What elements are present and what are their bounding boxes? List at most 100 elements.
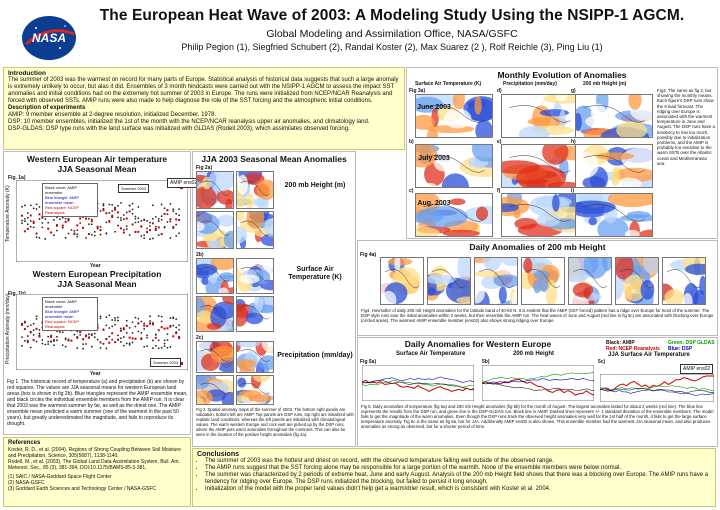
references-panel: References Koster, R. D., et al. (2004),…	[3, 437, 191, 507]
ensemble-point	[152, 339, 154, 342]
hovmuller-panel	[568, 257, 612, 305]
ncep-point	[96, 225, 99, 228]
summer-2003-tag-2: Summer 2003	[150, 358, 182, 367]
ncep-point	[35, 232, 38, 235]
ensemble-point	[32, 322, 35, 325]
reference-koster: Koster, R. D., et al. (2004), Regions of…	[8, 447, 181, 459]
fig-3h-label: h)	[571, 139, 576, 145]
ensemble-point	[35, 315, 38, 318]
ensemble-point	[128, 343, 131, 346]
ensemble-point	[96, 227, 99, 230]
map-2a-2	[236, 171, 274, 209]
ensemble-point	[79, 222, 82, 224]
ncep-point	[149, 229, 151, 232]
ensemble-point	[64, 217, 67, 220]
ensemble-point	[120, 219, 122, 222]
ensemble-point	[114, 230, 116, 233]
ensemble-point	[105, 232, 108, 235]
ensemble-point	[169, 202, 172, 205]
ncep-point	[23, 328, 26, 331]
ensemble-point	[29, 225, 32, 228]
ensemble-point	[53, 219, 55, 221]
ensemble-point	[160, 346, 163, 349]
ncep-point	[102, 209, 105, 212]
ensemble-point	[175, 326, 178, 329]
ncep-point	[64, 220, 67, 223]
ensemble-point	[108, 314, 111, 317]
conclusions-list: The summer of 2003 was the hottest and d…	[205, 458, 711, 493]
ncep-point	[143, 324, 146, 327]
ncep-point	[32, 220, 35, 223]
affiliation-3: (3) Goddard Earth Sciences and Technolog…	[8, 486, 157, 492]
temperature-legend: Black circle: AMIP ensemble Blue triangl…	[42, 183, 98, 217]
ensemble-point	[90, 223, 93, 226]
ensemble-point	[125, 319, 128, 322]
monthly-map	[501, 193, 579, 237]
ncep-point	[169, 325, 172, 328]
ensemble-point	[157, 220, 160, 222]
ncep-point	[157, 226, 160, 229]
ensemble-point	[157, 218, 160, 220]
ncep-point	[125, 217, 128, 220]
ncep-point	[137, 230, 140, 233]
ncep-point	[47, 227, 50, 230]
ensemble-point	[160, 320, 163, 323]
map-2c-1	[196, 341, 234, 373]
ensemble-point	[64, 345, 67, 348]
ncep-point	[99, 229, 102, 232]
ensemble-point	[44, 218, 47, 220]
ensemble-point	[122, 218, 125, 221]
ensemble-point	[90, 333, 93, 336]
ensemble-point	[149, 320, 151, 322]
ensemble-point	[114, 319, 116, 322]
ensemble-point	[128, 342, 131, 345]
series-line	[482, 378, 594, 396]
ensemble-point	[172, 324, 175, 327]
poster-authors: Philip Pegion (1), Siegfried Schubert (2…	[181, 42, 603, 52]
series-line	[600, 375, 714, 392]
ensemble-point	[131, 332, 134, 334]
temperature-subtitle: JJA Seasonal Mean	[57, 164, 137, 174]
introduction-panel: Introduction The summer of 2003 was the …	[3, 67, 405, 150]
ensemble-point	[146, 227, 148, 230]
ncep-point	[21, 322, 23, 325]
ncep-point	[85, 217, 87, 220]
ncep-point	[26, 339, 29, 342]
experiments-heading: Description of experiments	[8, 105, 86, 111]
ensemble-point	[29, 204, 32, 207]
ensemble-point	[154, 216, 157, 218]
legend-amip-mean-2: Blue triangle: AMIP ensemble mean	[45, 309, 79, 319]
conclusion-item: The summer was characterized by 2 period…	[205, 472, 711, 486]
experiment-dsp-gldas: DSP-GLDAS: DSP type runs with the land s…	[8, 126, 350, 132]
ensemble-point	[137, 206, 140, 208]
ensemble-point	[143, 237, 146, 240]
ensemble-point	[21, 222, 23, 225]
ncep-point	[99, 341, 102, 344]
map-2c-3	[196, 375, 234, 405]
legend-green: Green: DSP GLDAS	[668, 340, 715, 346]
series-line	[482, 382, 594, 392]
ensemble-point	[102, 203, 105, 205]
june-label: June 2003	[417, 104, 451, 111]
august-label: Aug. 2003	[417, 200, 451, 207]
col-height-daily-label: 200 mb Height	[513, 351, 555, 357]
ensemble-point	[146, 334, 148, 337]
ensemble-point	[35, 318, 38, 320]
monthly-map	[575, 144, 653, 188]
ncep-point	[70, 339, 73, 342]
ncep-point	[149, 322, 151, 325]
ensemble-point	[41, 342, 44, 345]
ensemble-point	[53, 344, 55, 347]
ensemble-point	[64, 338, 67, 341]
col-jja-sat-label: JJA Surface Air Temperature	[608, 352, 690, 358]
fig-3i-label: i)	[571, 188, 575, 194]
ensemble-point	[58, 331, 61, 333]
fig-4a-label: Fig 4a)	[360, 252, 377, 258]
ncep-point	[82, 338, 85, 341]
monthly-map	[415, 94, 493, 138]
ensemble-point	[88, 223, 90, 226]
map-2c-4	[236, 375, 274, 405]
fig-1a-label: Fig. 1a)	[8, 175, 26, 181]
ensemble-point	[108, 211, 111, 214]
row-precip-label: Precipitation (mm/day)	[277, 352, 353, 359]
